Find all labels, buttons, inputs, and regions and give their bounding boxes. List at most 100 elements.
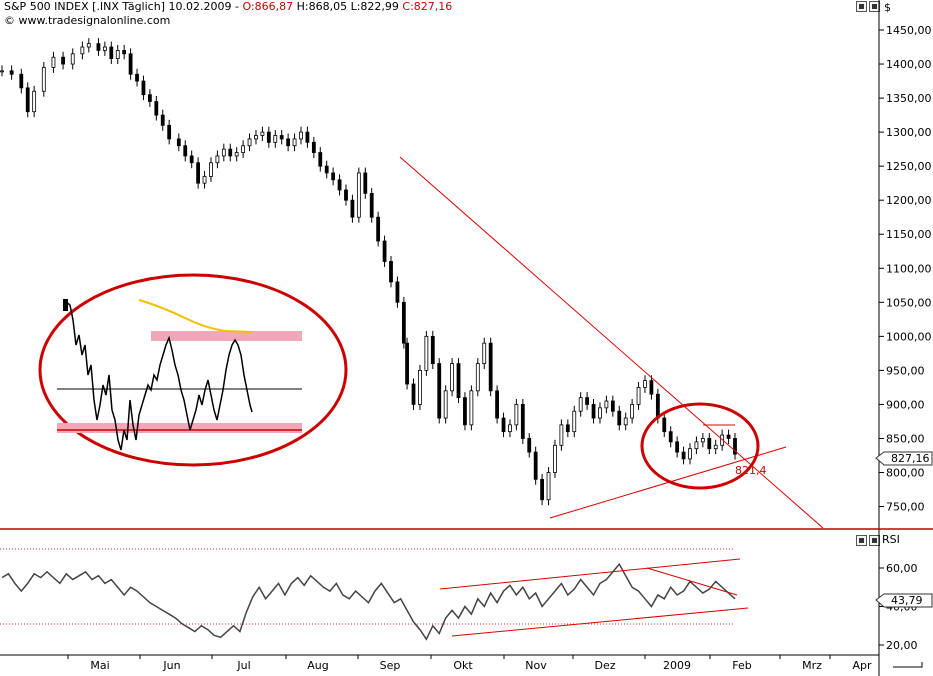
price-tick-label: 1200,00	[886, 194, 932, 207]
price-candle	[475, 363, 480, 392]
price-candle	[565, 424, 570, 433]
price-candle	[292, 138, 297, 147]
minimize-icon[interactable]	[856, 1, 867, 12]
price-candle	[527, 438, 532, 453]
price-candle	[508, 424, 512, 433]
price-candle	[311, 141, 316, 153]
price-tick-label: 1350,00	[886, 92, 932, 105]
price-candle	[707, 438, 712, 450]
price-candle	[591, 404, 596, 419]
price-candle	[495, 390, 499, 419]
price-candle	[51, 56, 56, 68]
price-candle	[356, 172, 361, 218]
price-candle	[196, 162, 201, 184]
price-candle	[694, 441, 699, 450]
time-tick-label: Sep	[380, 659, 401, 672]
price-candle	[70, 53, 75, 65]
time-tick-label: Nov	[525, 659, 547, 672]
inset-price-series	[64, 300, 253, 451]
price-candle	[25, 87, 30, 113]
price-tick-label: 1100,00	[886, 262, 932, 275]
price-candle	[469, 390, 474, 426]
price-candle	[382, 240, 387, 262]
last-price-label: 827,16	[891, 452, 930, 465]
price-candle	[324, 165, 329, 174]
price-candle	[533, 451, 538, 480]
price-candle	[418, 369, 422, 405]
price-candle	[279, 135, 284, 140]
price-candle	[430, 335, 435, 364]
rsi-lower-trendline	[451, 607, 749, 637]
copyright-label: © www.tradesignalonline.com	[4, 14, 171, 27]
price-candle	[234, 152, 239, 157]
time-tick-label: Jun	[162, 659, 180, 672]
price-candle	[61, 56, 65, 65]
price-candle	[688, 448, 692, 460]
price-tick-label: 950,00	[886, 364, 925, 377]
price-candle	[9, 70, 14, 75]
price-candle	[411, 383, 416, 405]
open-value: O:866,87	[242, 0, 294, 13]
price-candle	[19, 73, 24, 89]
rsi-minimize-icon[interactable]	[856, 535, 867, 546]
price-unit-label: $	[884, 1, 891, 14]
price-candle	[540, 478, 545, 501]
price-candle	[610, 400, 615, 412]
price-candle	[681, 451, 686, 460]
price-candle	[154, 101, 159, 116]
price-candle	[578, 397, 583, 412]
rsi-descending-line	[646, 567, 738, 596]
price-candle	[266, 131, 271, 143]
price-candle	[96, 43, 101, 51]
price-candle	[585, 397, 590, 405]
price-tick-label: 800,00	[886, 467, 925, 480]
price-candle	[630, 404, 635, 419]
price-candle	[401, 301, 406, 344]
price-candle	[553, 444, 557, 473]
price-tick-label: 1000,00	[886, 330, 932, 343]
price-candle	[456, 363, 461, 399]
price-candle	[700, 438, 705, 443]
price-candle	[128, 53, 133, 75]
price-candle	[141, 80, 146, 96]
price-tick-label: 850,00	[886, 432, 925, 445]
price-candle	[41, 67, 46, 92]
time-tick-label: Aug	[307, 659, 328, 672]
price-candle	[363, 172, 368, 194]
price-candle	[643, 380, 647, 388]
price-candle	[247, 138, 252, 147]
price-candle	[662, 417, 667, 433]
price-tick-label: 1300,00	[886, 126, 932, 139]
price-candle	[514, 404, 519, 426]
rsi-last-label: 43,79	[891, 594, 923, 607]
rsi-tick-label: 60,00	[886, 562, 918, 575]
price-candle	[273, 135, 278, 143]
price-candle	[443, 390, 448, 419]
rsi-label: RSI	[882, 533, 900, 546]
price-tick-label: 1050,00	[886, 296, 932, 309]
rsi-tick-label: 20,00	[886, 639, 918, 652]
support-level-label: 821,4	[735, 464, 767, 477]
inset-start-marker	[63, 299, 68, 311]
price-candle	[318, 152, 323, 167]
inset-support-zone	[57, 423, 302, 433]
price-candle	[344, 189, 348, 201]
symbol-label: S&P 500 INDEX [.INX Täglich] 10.02.2009 …	[4, 0, 239, 13]
price-candle	[32, 90, 37, 113]
price-candle	[559, 424, 564, 446]
price-candle	[350, 199, 355, 218]
last-price-marker	[875, 451, 933, 466]
price-candle	[424, 335, 429, 371]
price-candle	[331, 172, 336, 181]
price-candle	[202, 175, 207, 184]
price-tick-label: 1450,00	[886, 24, 932, 37]
scroll-corner-icon	[893, 662, 923, 668]
price-candle	[395, 281, 400, 303]
time-tick-label: Mai	[90, 659, 109, 672]
inset-resistance-zone	[151, 331, 302, 341]
price-tick-label: 1400,00	[886, 58, 932, 71]
price-candle	[260, 131, 265, 136]
price-candle	[305, 131, 310, 143]
price-candle	[726, 434, 731, 439]
